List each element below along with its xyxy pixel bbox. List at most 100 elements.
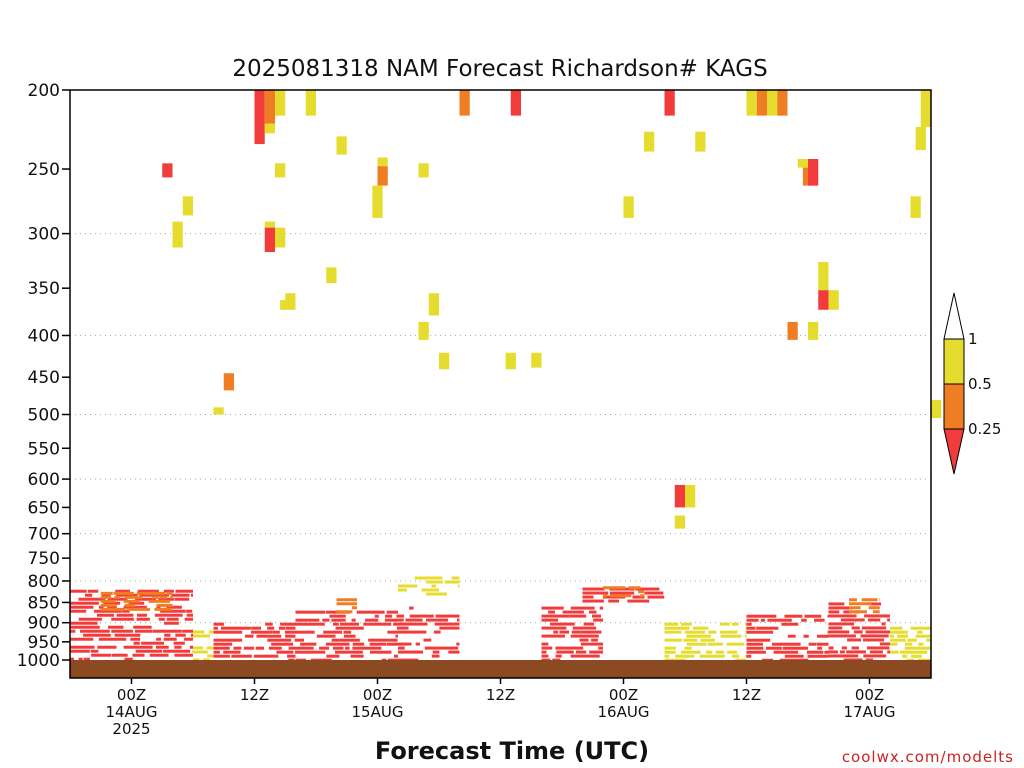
heat-cell [570, 606, 595, 610]
colorbar-segment [943, 383, 965, 430]
heat-cell [664, 630, 682, 634]
y-axis: 200 250 300 350 400 450 500 550 600 650 700 750 8008… [17, 81, 70, 671]
heat-cell [732, 654, 740, 658]
heat-cell [680, 650, 701, 654]
colorbar-label: 1 [968, 330, 978, 348]
heat-cell [174, 645, 182, 649]
heat-cell [278, 626, 286, 630]
heat-cell [173, 641, 185, 645]
x-tick-label: 00Z [363, 686, 392, 704]
heat-cell [720, 634, 742, 638]
heat-cell [881, 622, 886, 626]
heat-cell [152, 595, 159, 599]
heat-cell [254, 90, 265, 145]
heat-cell [251, 630, 273, 634]
heat-cell [137, 589, 159, 593]
heat-cell [213, 622, 224, 626]
heat-cell [683, 638, 698, 642]
heat-cell [628, 586, 636, 590]
x-axis-title: Forecast Time (UTC) [375, 737, 649, 765]
heat-cell [191, 593, 193, 597]
heat-cell [583, 622, 595, 626]
heat-cell [918, 642, 924, 646]
heat-cell [295, 622, 325, 626]
colorbar-bottom-triangle [943, 428, 965, 475]
heat-cell [915, 126, 926, 151]
heat-cell [746, 638, 771, 642]
heat-cell [418, 321, 429, 340]
heat-cell [746, 622, 752, 626]
heat-cell [393, 654, 398, 658]
heat-cell [865, 658, 874, 662]
heat-cell [90, 649, 99, 653]
heat-cell [163, 637, 177, 641]
heat-cell [705, 650, 713, 654]
heat-cell [745, 654, 747, 658]
heat-cell [134, 629, 153, 633]
heat-cell [708, 630, 717, 634]
y-tick-label: 650 [28, 498, 60, 518]
heat-cell [910, 196, 921, 218]
plot-frame [69, 89, 932, 679]
heat-cell [275, 227, 286, 248]
heat-cell [193, 646, 203, 650]
heat-cell [267, 626, 275, 630]
heat-cell [336, 602, 357, 606]
heat-cell [899, 650, 928, 654]
heat-cell [396, 626, 398, 630]
heat-cell [186, 609, 193, 613]
heat-cell [113, 591, 134, 595]
heat-cell [158, 597, 174, 601]
heat-cell [156, 605, 161, 609]
heat-cell [686, 634, 711, 638]
heat-cell [271, 642, 294, 646]
heat-cell [213, 650, 220, 654]
heat-cell [598, 646, 603, 650]
x-tick-label: 00Z [117, 686, 146, 704]
heat-cell [83, 633, 111, 637]
y-tick-label: 350 [28, 279, 60, 299]
heat-cell [553, 630, 559, 634]
heat-cell [433, 630, 441, 634]
heat-cell [166, 617, 179, 621]
heat-cell [331, 638, 360, 642]
credit-text[interactable]: coolwx.com/modelts [842, 748, 1014, 766]
heat-cell [674, 515, 685, 529]
heat-cell [70, 637, 94, 641]
heat-cell [426, 592, 447, 596]
heat-cell [70, 589, 87, 593]
heat-cell [154, 613, 163, 617]
heat-cell [213, 642, 233, 646]
heat-cell [275, 90, 286, 116]
heat-cell [849, 606, 861, 610]
heat-cell [772, 642, 801, 646]
heat-cell [685, 484, 696, 508]
heat-cell [174, 597, 190, 601]
heat-cell [680, 622, 692, 626]
heat-cell [707, 642, 723, 646]
heat-cell [575, 650, 587, 654]
heat-cell [135, 597, 157, 601]
heat-cell [860, 634, 889, 638]
y-tick-label: 450 [28, 368, 60, 388]
heat-cell [352, 646, 382, 650]
heat-cell [100, 591, 113, 595]
heat-cell [635, 587, 660, 591]
heat-cell [897, 634, 909, 638]
heat-cell [423, 638, 432, 642]
heat-cell [727, 650, 738, 654]
heat-cell [664, 638, 683, 642]
heat-cell [256, 634, 282, 638]
heat-cell [111, 653, 128, 657]
heat-cell [70, 625, 100, 629]
heat-cell [781, 622, 799, 626]
heat-cell [582, 591, 609, 595]
heat-cell [803, 634, 809, 638]
heat-cell [415, 642, 420, 646]
heat-cell [322, 618, 330, 622]
x-tick-label: 17AUG [844, 703, 896, 721]
heat-cell [828, 606, 853, 610]
heat-cell [124, 657, 133, 661]
heat-cell [115, 589, 130, 593]
heat-cell [926, 638, 931, 642]
